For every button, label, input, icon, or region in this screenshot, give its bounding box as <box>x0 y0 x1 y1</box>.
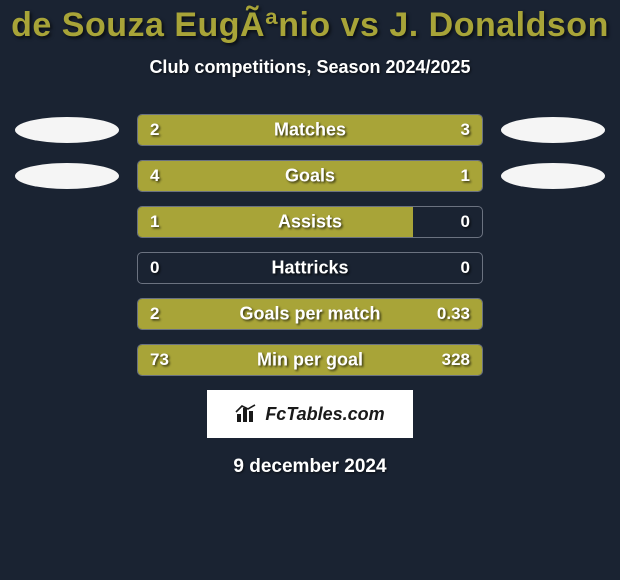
value-left: 4 <box>150 166 159 186</box>
chart-icon <box>235 404 259 424</box>
value-right: 3 <box>461 120 470 140</box>
value-left: 1 <box>150 212 159 232</box>
stat-label: Assists <box>278 212 342 233</box>
stat-label: Hattricks <box>271 258 348 279</box>
bar-left-fill <box>138 161 413 191</box>
value-right: 1 <box>461 166 470 186</box>
stat-row: 1 0 Assists <box>0 206 620 238</box>
value-left: 0 <box>150 258 159 278</box>
date-line: 9 december 2024 <box>0 456 620 478</box>
stat-bar: 2 3 Matches <box>137 114 483 146</box>
stat-label: Goals <box>285 166 335 187</box>
player-right-marker <box>501 163 605 189</box>
stats-area: 2 3 Matches 4 1 Goals 1 0 Assists 0 0 Hattricks 2 0.3… <box>0 114 620 376</box>
page-title: de Souza EugÃªnio vs J. Donaldson <box>0 6 620 45</box>
value-right: 328 <box>442 350 470 370</box>
stat-row: 73 328 Min per goal <box>0 344 620 376</box>
value-right: 0 <box>461 212 470 232</box>
stat-bar: 1 0 Assists <box>137 206 483 238</box>
stat-bar: 2 0.33 Goals per match <box>137 298 483 330</box>
stat-label: Goals per match <box>239 304 380 325</box>
value-left: 73 <box>150 350 169 370</box>
comparison-infographic: de Souza EugÃªnio vs J. Donaldson Club c… <box>0 0 620 478</box>
logo-text: FcTables.com <box>265 404 384 425</box>
stat-bar: 73 328 Min per goal <box>137 344 483 376</box>
player-right-marker <box>501 117 605 143</box>
stat-label: Min per goal <box>257 350 363 371</box>
stat-label: Matches <box>274 120 346 141</box>
stat-row: 4 1 Goals <box>0 160 620 192</box>
bar-right-fill <box>413 161 482 191</box>
page-subtitle: Club competitions, Season 2024/2025 <box>0 57 620 78</box>
stat-row: 2 3 Matches <box>0 114 620 146</box>
stat-row: 0 0 Hattricks <box>0 252 620 284</box>
value-right: 0.33 <box>437 304 470 324</box>
value-left: 2 <box>150 120 159 140</box>
logo-box: FcTables.com <box>207 390 413 438</box>
player-left-marker <box>15 163 119 189</box>
value-left: 2 <box>150 304 159 324</box>
stat-row: 2 0.33 Goals per match <box>0 298 620 330</box>
stat-bar: 4 1 Goals <box>137 160 483 192</box>
stat-bar: 0 0 Hattricks <box>137 252 483 284</box>
value-right: 0 <box>461 258 470 278</box>
bar-left-fill <box>138 207 413 237</box>
player-left-marker <box>15 117 119 143</box>
